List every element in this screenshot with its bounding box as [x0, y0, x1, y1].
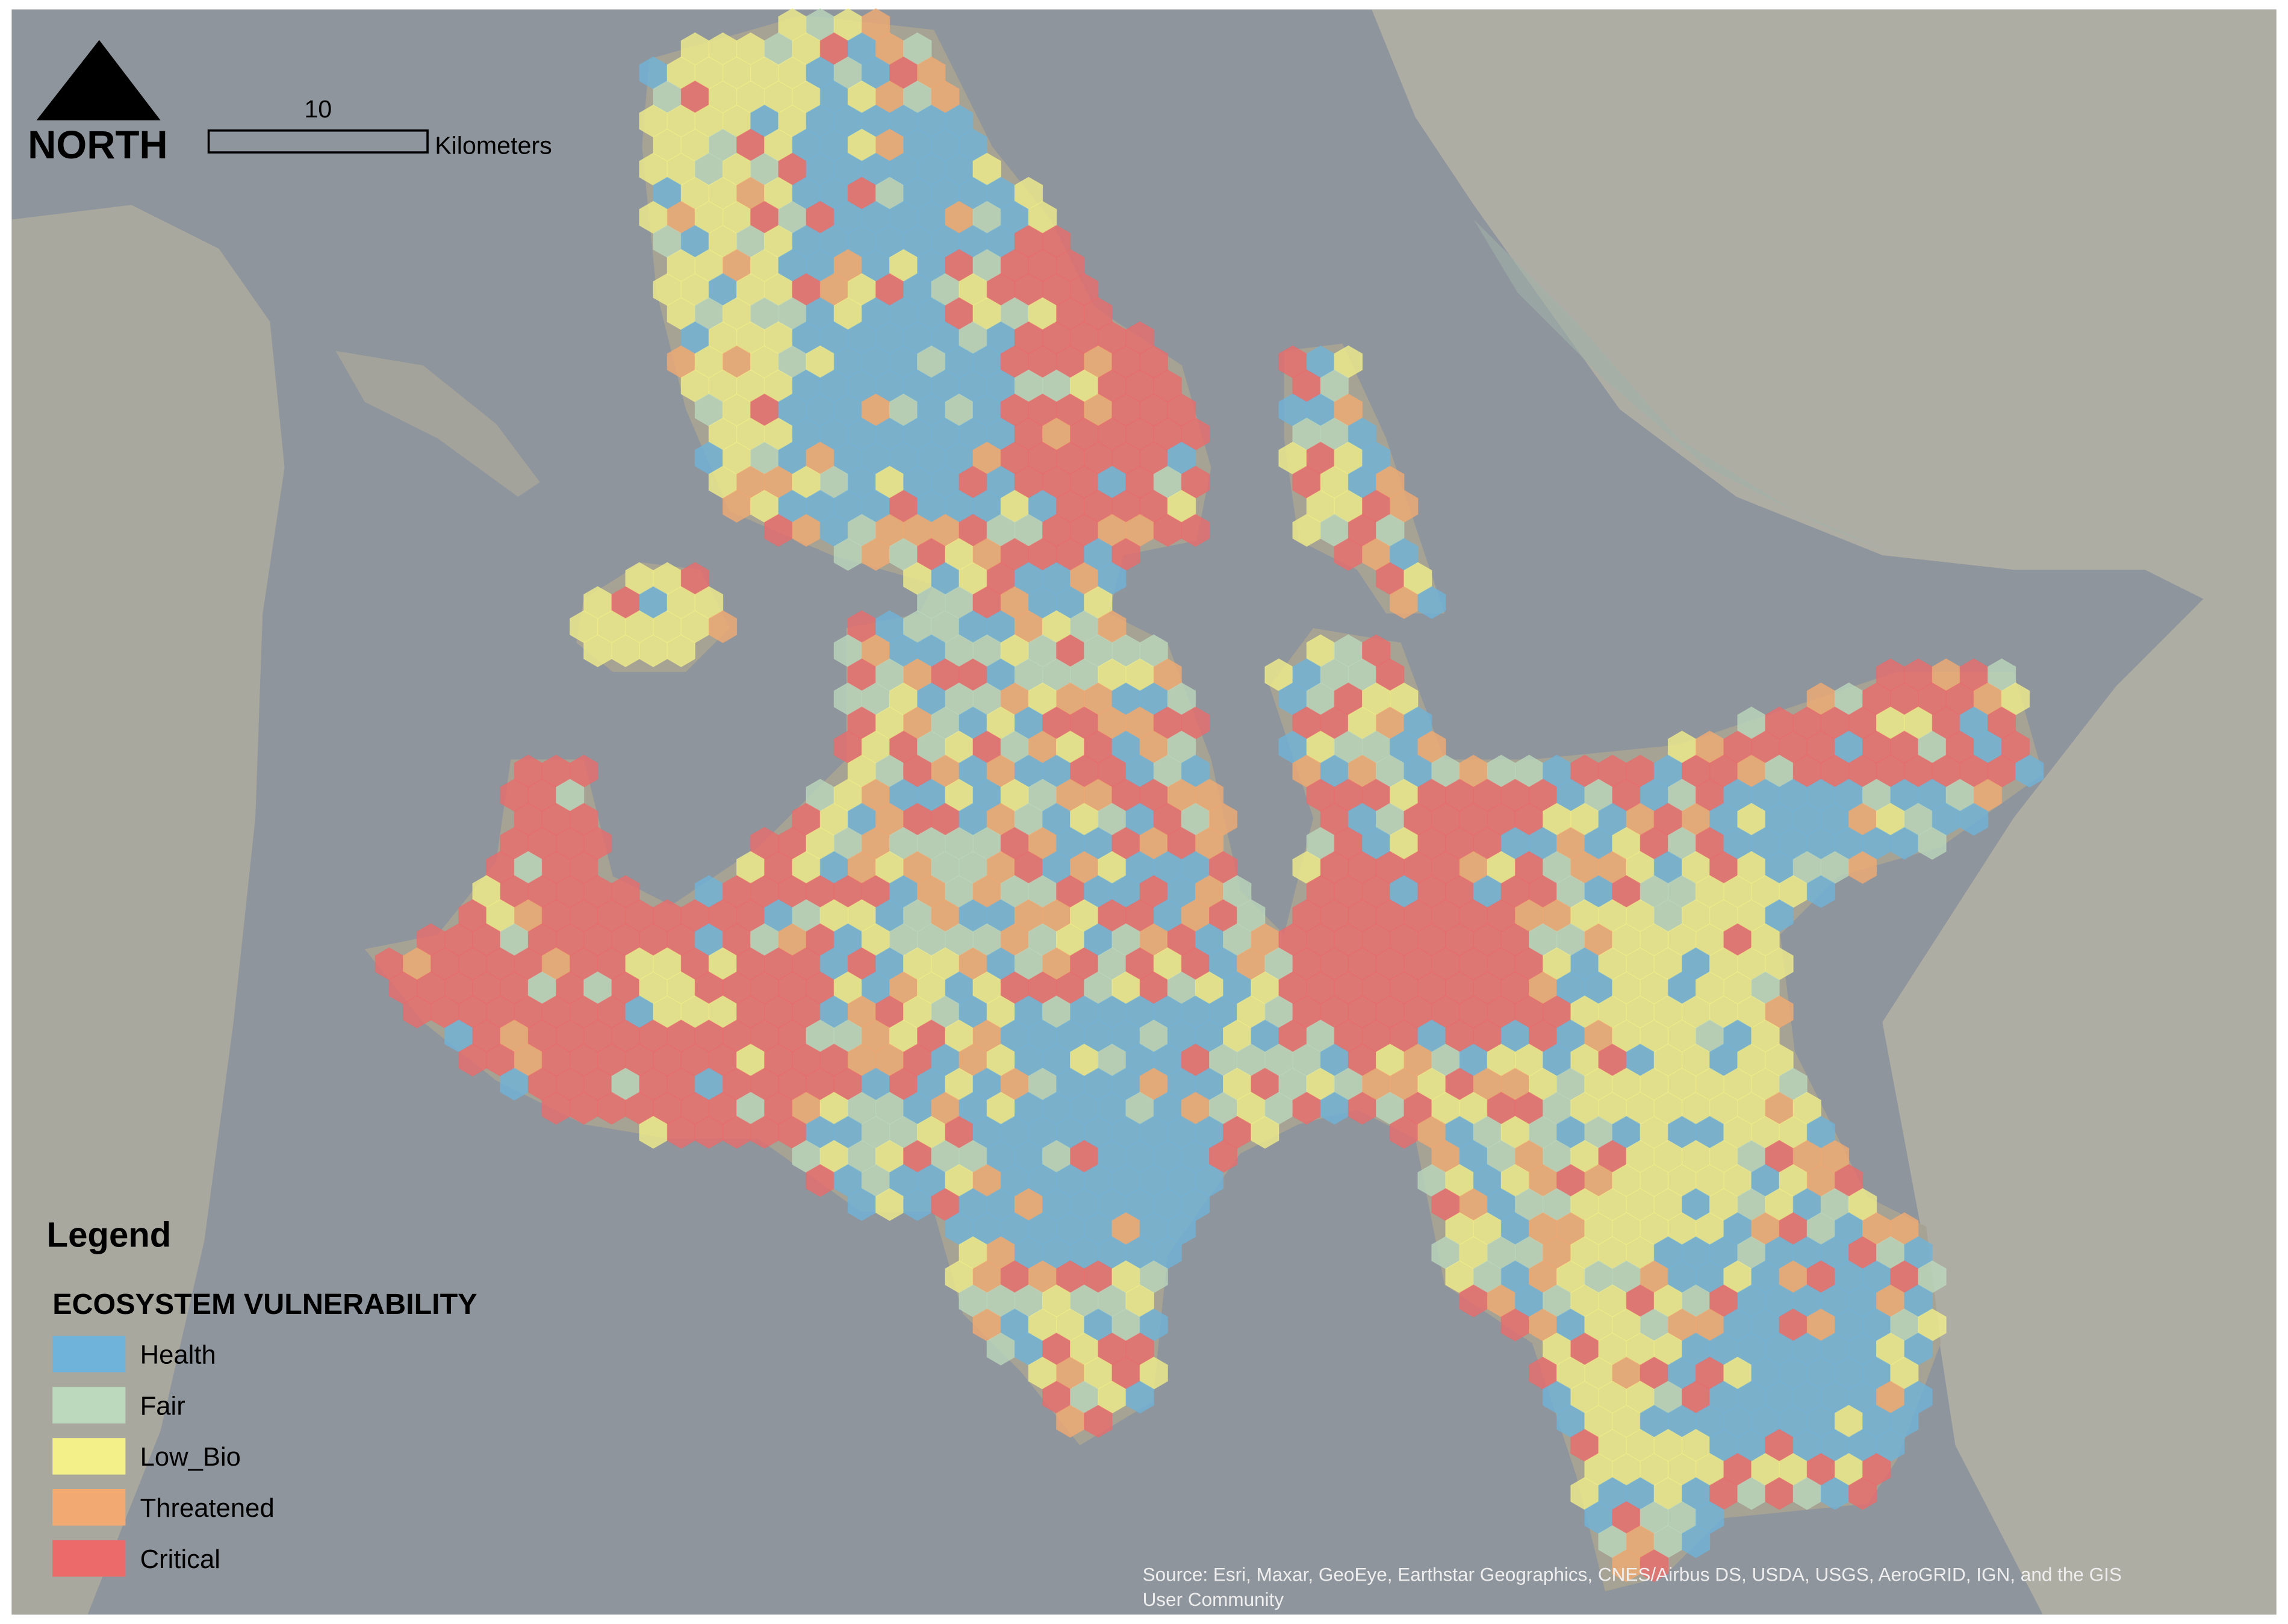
legend-swatch	[52, 1540, 126, 1577]
legend-subtitle: ECOSYSTEM VULNERABILITY	[52, 1288, 477, 1321]
source-line: Source: Esri, Maxar, GeoEye, Earthstar G…	[1143, 1564, 2122, 1585]
hex-grid	[375, 8, 2044, 1582]
legend-swatch	[52, 1438, 126, 1475]
hex-cell	[667, 634, 695, 668]
hex-cell	[1181, 514, 1210, 547]
hex-cell	[1084, 1404, 1113, 1438]
hex-cell	[1848, 1476, 1877, 1510]
legend-label: Low_Bio	[140, 1443, 241, 1472]
hex-cell	[1806, 875, 1836, 908]
legend-label: Health	[140, 1341, 216, 1370]
legend-swatch	[52, 1387, 126, 1423]
hex-cell	[1125, 1380, 1154, 1414]
legend-title: Legend	[47, 1216, 172, 1255]
north-arrow	[36, 40, 161, 120]
legend-label: Threatened	[140, 1494, 275, 1523]
hex-cell	[1251, 1116, 1279, 1149]
legend-swatch	[52, 1336, 126, 1373]
hex-cell	[1681, 1525, 1711, 1558]
legend-swatch	[52, 1489, 126, 1526]
north-label: NORTH	[28, 123, 168, 167]
scale-bar	[207, 129, 429, 154]
legend-label: Critical	[140, 1545, 220, 1574]
hex-cell	[1959, 803, 1989, 836]
hex-cell	[708, 610, 738, 644]
land-west	[11, 205, 285, 1615]
land-east	[1372, 9, 2277, 1615]
legend: Health Fair Low_Bio Threatened Critical	[52, 1336, 275, 1577]
hex-cell	[1848, 851, 1877, 884]
source-line: User Community	[1143, 1588, 1284, 1610]
scale-unit: Kilometers	[435, 132, 552, 160]
scale-distance: 10	[304, 95, 332, 123]
hex-cell	[1417, 586, 1446, 620]
legend-label: Fair	[140, 1392, 185, 1420]
hex-cell	[1918, 827, 1947, 860]
hex-cell	[2015, 754, 2044, 788]
islet	[335, 350, 540, 497]
hex-cell	[1640, 1549, 1669, 1582]
